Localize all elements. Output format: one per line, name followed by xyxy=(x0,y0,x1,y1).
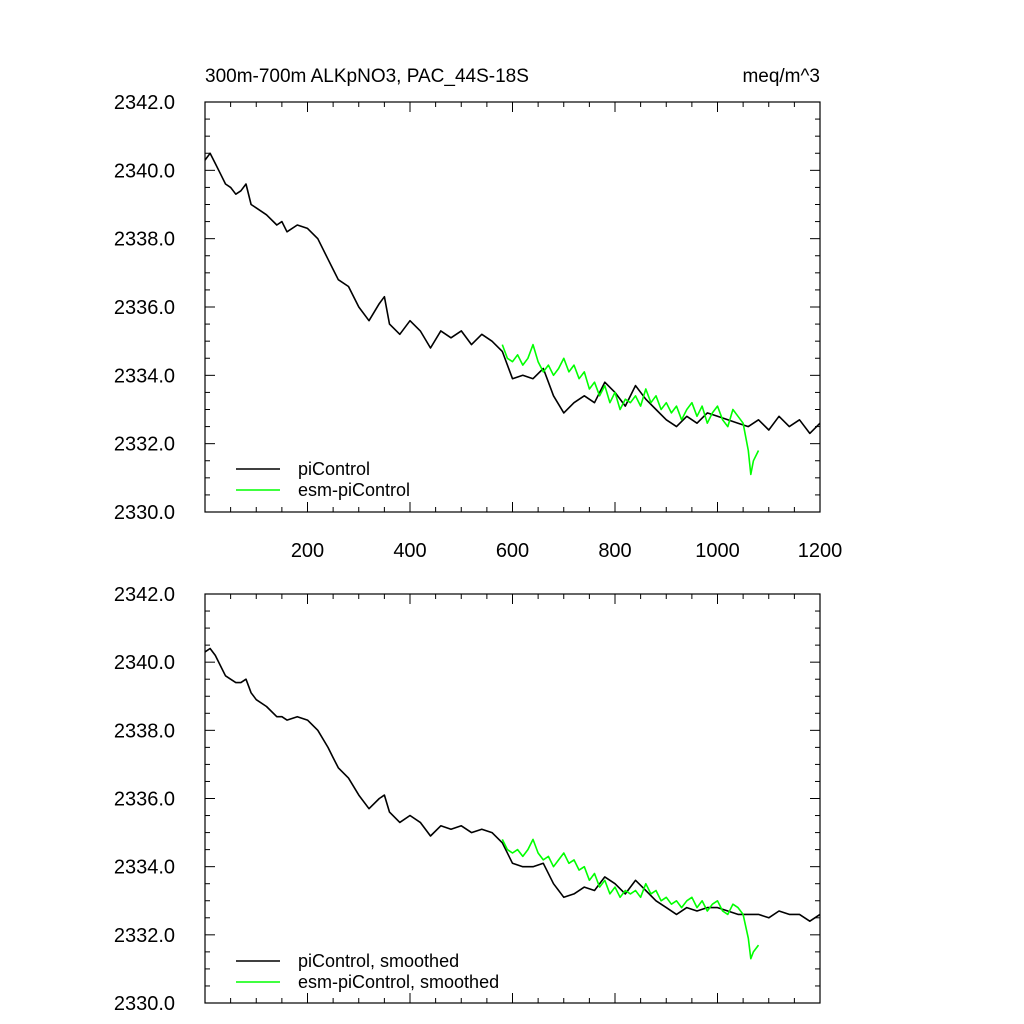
plot-frame xyxy=(204,101,821,513)
legend-label-esm-picontrol: esm-piControl xyxy=(298,480,410,500)
series-line-picontrol-smoothed xyxy=(204,647,821,923)
y-tick-label: 2342.0 xyxy=(114,584,175,606)
y-tick-label: 2334.0 xyxy=(114,365,175,387)
x-tick-label: 200 xyxy=(291,540,324,562)
y-tick-label: 2332.0 xyxy=(114,925,175,947)
chart-title: 300m-700m ALKpNO3, PAC_44S-18S xyxy=(205,66,529,87)
y-tick-label: 2332.0 xyxy=(114,434,175,456)
plot-frame xyxy=(204,593,821,1004)
series-line-esm-picontrol xyxy=(501,343,760,476)
series-line-picontrol xyxy=(204,152,821,435)
y-tick-label: 2336.0 xyxy=(114,789,175,811)
y-tick-label: 2330.0 xyxy=(114,502,175,524)
y-tick-label: 2338.0 xyxy=(114,229,175,251)
legend-label-picontrol-smoothed: piControl, smoothed xyxy=(298,951,459,971)
top-legend: piControl esm-piControl xyxy=(236,459,410,500)
chart-units: meq/m^3 xyxy=(742,66,820,87)
series-line-esm-picontrol-smoothed xyxy=(501,838,760,960)
y-tick-label: 2340.0 xyxy=(114,160,175,182)
y-tick-label: 2334.0 xyxy=(114,857,175,879)
bottom-legend: piControl, smoothed esm-piControl, smoot… xyxy=(236,951,499,992)
y-tick-label: 2338.0 xyxy=(114,720,175,742)
y-tick-label: 2340.0 xyxy=(114,652,175,674)
top-panel: 200 400 600 800 1000 1200 2330.0 2332.0 2334.0 23… xyxy=(114,92,842,562)
x-tick-label: 800 xyxy=(598,540,631,562)
x-tick-label: 1000 xyxy=(695,540,740,562)
x-tick-label: 400 xyxy=(393,540,426,562)
bottom-panel: 2330.0 2332.0 2334.0 2336.0 2338.0 2340.0 2342… xyxy=(114,584,821,1015)
x-tick-label: 600 xyxy=(496,540,529,562)
x-tick-label: 1200 xyxy=(798,540,843,562)
y-tick-label: 2342.0 xyxy=(114,92,175,114)
legend-label-picontrol: piControl xyxy=(298,459,370,479)
y-tick-label: 2336.0 xyxy=(114,297,175,319)
legend-label-esm-picontrol-smoothed: esm-piControl, smoothed xyxy=(298,972,499,992)
y-tick-label: 2330.0 xyxy=(114,993,175,1015)
